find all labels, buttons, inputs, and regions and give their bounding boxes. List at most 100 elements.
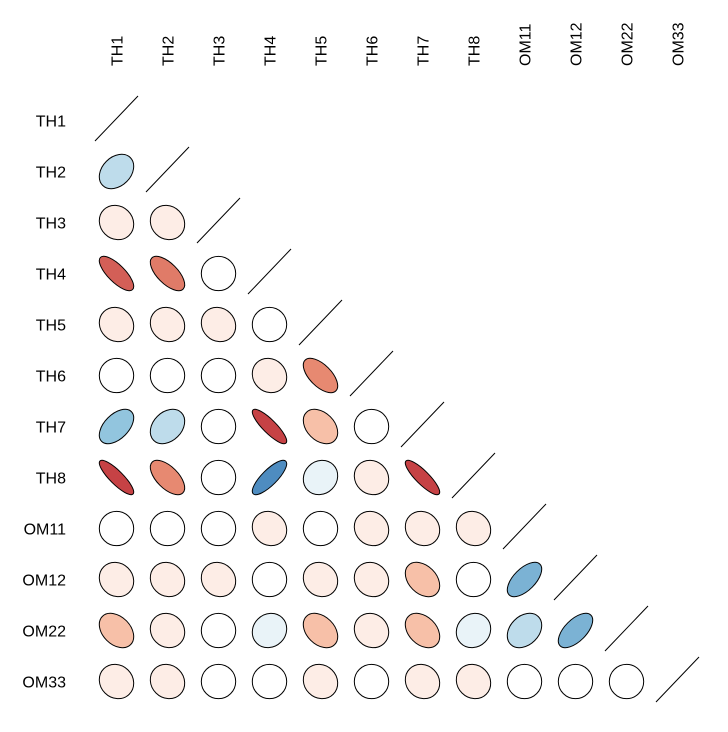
cell-om11-th5	[302, 510, 339, 547]
column-label-th8: TH8	[467, 36, 484, 66]
cell-om33-th4	[251, 663, 288, 700]
cell-th5-th4	[251, 306, 288, 343]
cell-om33-om22	[608, 663, 645, 700]
column-label-om11: OM11	[518, 24, 535, 66]
cell-om22-om11	[506, 612, 543, 649]
cell-om22-th3	[200, 612, 237, 649]
cell-th7-th4	[251, 408, 288, 445]
cell-om22-th5	[302, 612, 339, 649]
cell-th3-th1	[98, 204, 135, 241]
column-labels: TH1 TH2 TH3 TH4 TH5 TH6 TH7 TH8 OM11 OM12 OM22 OM33	[110, 22, 688, 66]
row-label-th8: TH8	[36, 471, 66, 488]
cell-th7-th5	[302, 408, 339, 445]
cell-th8-th3	[200, 459, 237, 496]
column-label-th4: TH4	[263, 36, 280, 66]
cell-th3-th2	[149, 204, 186, 241]
cell-th6-th5	[302, 357, 339, 394]
cell-th5-th1	[98, 306, 135, 343]
cell-om11-th7	[404, 510, 441, 547]
cell-om22-om12	[557, 612, 594, 649]
cell-th7-th2	[149, 408, 186, 445]
cell-th4-th4	[247, 248, 292, 295]
cell-th6-th3	[200, 357, 237, 394]
cell-om22-th1	[98, 612, 135, 649]
cell-th3-th3	[196, 197, 241, 244]
cell-th2-th2	[145, 146, 190, 193]
cell-om33-th6	[353, 663, 390, 700]
row-label-th5: TH5	[36, 318, 66, 335]
cell-th6-th4	[251, 357, 288, 394]
row-label-th7: TH7	[36, 420, 66, 437]
cell-th4-th3	[200, 255, 237, 292]
cell-th6-th6	[349, 350, 394, 397]
cell-th1-th1	[94, 95, 139, 142]
cell-om11-th1	[98, 510, 135, 547]
cell-om33-th3	[200, 663, 237, 700]
cell-th7-th7	[400, 401, 445, 448]
column-label-th3: TH3	[212, 36, 229, 66]
row-label-om11: OM11	[24, 522, 66, 539]
cell-om22-th8	[455, 612, 492, 649]
row-label-th6: TH6	[36, 369, 66, 386]
row-label-om12: OM12	[22, 573, 66, 590]
cell-om12-th7	[404, 561, 441, 598]
cell-th8-th8	[451, 452, 496, 499]
cell-th7-th6	[353, 408, 390, 445]
matrix-cells	[94, 95, 700, 703]
cell-om33-th1	[98, 663, 135, 700]
cell-th7-th3	[200, 408, 237, 445]
column-label-th5: TH5	[314, 36, 331, 66]
cell-om11-th4	[251, 510, 288, 547]
cell-th8-th4	[251, 459, 288, 496]
cell-om33-th5	[302, 663, 339, 700]
cell-om12-om12	[553, 554, 598, 601]
cell-om11-th8	[455, 510, 492, 547]
cell-th5-th2	[149, 306, 186, 343]
cell-om12-th8	[455, 561, 492, 598]
cell-th8-th2	[149, 459, 186, 496]
cell-om22-th6	[353, 612, 390, 649]
cell-th4-th1	[98, 255, 135, 292]
cell-om22-om22	[604, 605, 649, 652]
row-label-th4: TH4	[36, 267, 66, 284]
cell-om11-th2	[149, 510, 186, 547]
cell-om11-th3	[200, 510, 237, 547]
cell-th2-th1	[98, 153, 135, 190]
column-label-om12: OM12	[569, 22, 586, 66]
cell-om11-om11	[502, 503, 547, 550]
cell-th5-th3	[200, 306, 237, 343]
cell-th6-th2	[149, 357, 186, 394]
cell-om12-th4	[251, 561, 288, 598]
cell-om12-th6	[353, 561, 390, 598]
cell-th5-th5	[298, 299, 343, 346]
cell-om22-th2	[149, 612, 186, 649]
column-label-th2: TH2	[161, 36, 178, 66]
row-label-th2: TH2	[36, 165, 66, 182]
cell-th8-th5	[302, 459, 339, 496]
cell-om33-th8	[455, 663, 492, 700]
column-label-om22: OM22	[620, 22, 637, 66]
cell-th6-th1	[98, 357, 135, 394]
cell-th8-th7	[404, 459, 441, 496]
cell-om33-om12	[557, 663, 594, 700]
cell-th4-th2	[149, 255, 186, 292]
cell-om12-th2	[149, 561, 186, 598]
cell-om11-th6	[353, 510, 390, 547]
cell-om22-th4	[251, 612, 288, 649]
row-labels: TH1 TH2 TH3 TH4 TH5 TH6 TH7 TH8 OM11 OM12 OM22 OM33	[22, 114, 66, 692]
cell-om12-th1	[98, 561, 135, 598]
column-label-th6: TH6	[365, 36, 382, 66]
cell-om12-th3	[200, 561, 237, 598]
column-label-th1: TH1	[110, 36, 127, 66]
cell-th8-th1	[98, 459, 135, 496]
row-label-th3: TH3	[36, 216, 66, 233]
cell-om22-th7	[404, 612, 441, 649]
cell-om12-th5	[302, 561, 339, 598]
cell-om33-th7	[404, 663, 441, 700]
cell-om12-om11	[506, 561, 543, 598]
cell-th8-th6	[353, 459, 390, 496]
cell-th7-th1	[98, 408, 135, 445]
cell-om33-om11	[506, 663, 543, 700]
cell-om33-om33	[655, 656, 700, 703]
column-label-th7: TH7	[416, 36, 433, 66]
